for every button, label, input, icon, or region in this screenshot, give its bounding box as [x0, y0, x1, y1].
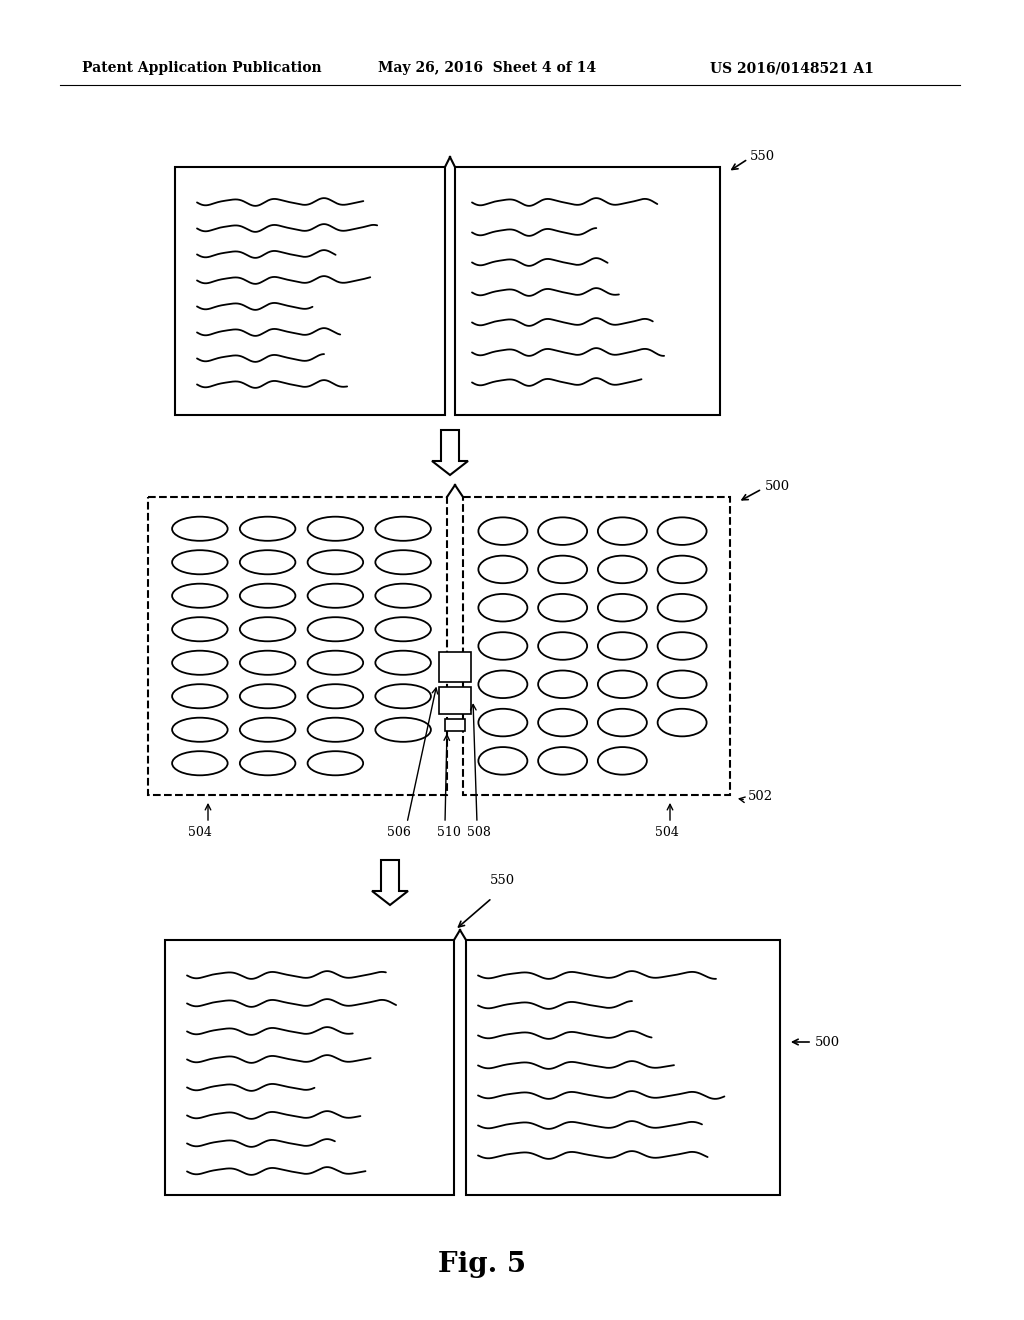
Bar	[439, 686, 471, 714]
Ellipse shape	[172, 618, 227, 642]
Ellipse shape	[657, 709, 707, 737]
Ellipse shape	[307, 618, 364, 642]
Bar	[445, 718, 465, 730]
Ellipse shape	[307, 751, 364, 775]
Ellipse shape	[478, 517, 527, 545]
Ellipse shape	[598, 632, 647, 660]
Ellipse shape	[307, 651, 364, 675]
Text: 504: 504	[655, 826, 679, 840]
Text: 550: 550	[750, 150, 775, 164]
Ellipse shape	[539, 556, 587, 583]
Ellipse shape	[478, 747, 527, 775]
Ellipse shape	[657, 671, 707, 698]
Ellipse shape	[598, 747, 647, 775]
Ellipse shape	[240, 718, 295, 742]
Text: US 2016/0148521 A1: US 2016/0148521 A1	[710, 61, 873, 75]
Text: Fig. 5: Fig. 5	[438, 1251, 526, 1279]
Ellipse shape	[240, 684, 295, 709]
Bar	[439, 652, 471, 681]
Polygon shape	[466, 940, 780, 1195]
Ellipse shape	[539, 671, 587, 698]
Ellipse shape	[172, 751, 227, 775]
Ellipse shape	[598, 556, 647, 583]
Ellipse shape	[657, 632, 707, 660]
Text: 508: 508	[467, 826, 490, 840]
Ellipse shape	[172, 684, 227, 709]
Text: 550: 550	[490, 874, 515, 887]
Ellipse shape	[478, 709, 527, 737]
Ellipse shape	[376, 583, 431, 607]
Polygon shape	[175, 168, 445, 414]
Ellipse shape	[598, 594, 647, 622]
Polygon shape	[372, 861, 408, 906]
Ellipse shape	[240, 583, 295, 607]
Ellipse shape	[539, 517, 587, 545]
Text: 500: 500	[815, 1035, 840, 1048]
Ellipse shape	[240, 751, 295, 775]
Polygon shape	[432, 430, 468, 475]
Ellipse shape	[172, 651, 227, 675]
Ellipse shape	[539, 709, 587, 737]
Ellipse shape	[376, 718, 431, 742]
Ellipse shape	[307, 583, 364, 607]
Ellipse shape	[478, 632, 527, 660]
Text: 510: 510	[437, 826, 461, 840]
Ellipse shape	[240, 550, 295, 574]
Text: Patent Application Publication: Patent Application Publication	[82, 61, 322, 75]
Ellipse shape	[657, 594, 707, 622]
Ellipse shape	[539, 594, 587, 622]
Ellipse shape	[172, 516, 227, 541]
Polygon shape	[148, 498, 447, 795]
Ellipse shape	[240, 651, 295, 675]
Polygon shape	[455, 168, 720, 414]
Ellipse shape	[240, 618, 295, 642]
Ellipse shape	[478, 594, 527, 622]
Text: 500: 500	[765, 480, 791, 494]
Ellipse shape	[172, 718, 227, 742]
Ellipse shape	[376, 684, 431, 709]
Ellipse shape	[307, 516, 364, 541]
Text: 504: 504	[188, 826, 212, 840]
Ellipse shape	[598, 517, 647, 545]
Ellipse shape	[172, 550, 227, 574]
Text: 502: 502	[748, 791, 773, 804]
Polygon shape	[463, 498, 730, 795]
Ellipse shape	[539, 747, 587, 775]
Ellipse shape	[307, 718, 364, 742]
Ellipse shape	[376, 550, 431, 574]
Ellipse shape	[376, 651, 431, 675]
Ellipse shape	[657, 556, 707, 583]
Ellipse shape	[172, 583, 227, 607]
Ellipse shape	[376, 516, 431, 541]
Ellipse shape	[307, 684, 364, 709]
Polygon shape	[165, 940, 454, 1195]
Ellipse shape	[376, 618, 431, 642]
Ellipse shape	[657, 517, 707, 545]
Ellipse shape	[478, 671, 527, 698]
Ellipse shape	[240, 516, 295, 541]
Ellipse shape	[539, 632, 587, 660]
Ellipse shape	[307, 550, 364, 574]
Text: 506: 506	[387, 826, 411, 840]
Text: May 26, 2016  Sheet 4 of 14: May 26, 2016 Sheet 4 of 14	[378, 61, 596, 75]
Ellipse shape	[598, 709, 647, 737]
Ellipse shape	[598, 671, 647, 698]
Ellipse shape	[478, 556, 527, 583]
